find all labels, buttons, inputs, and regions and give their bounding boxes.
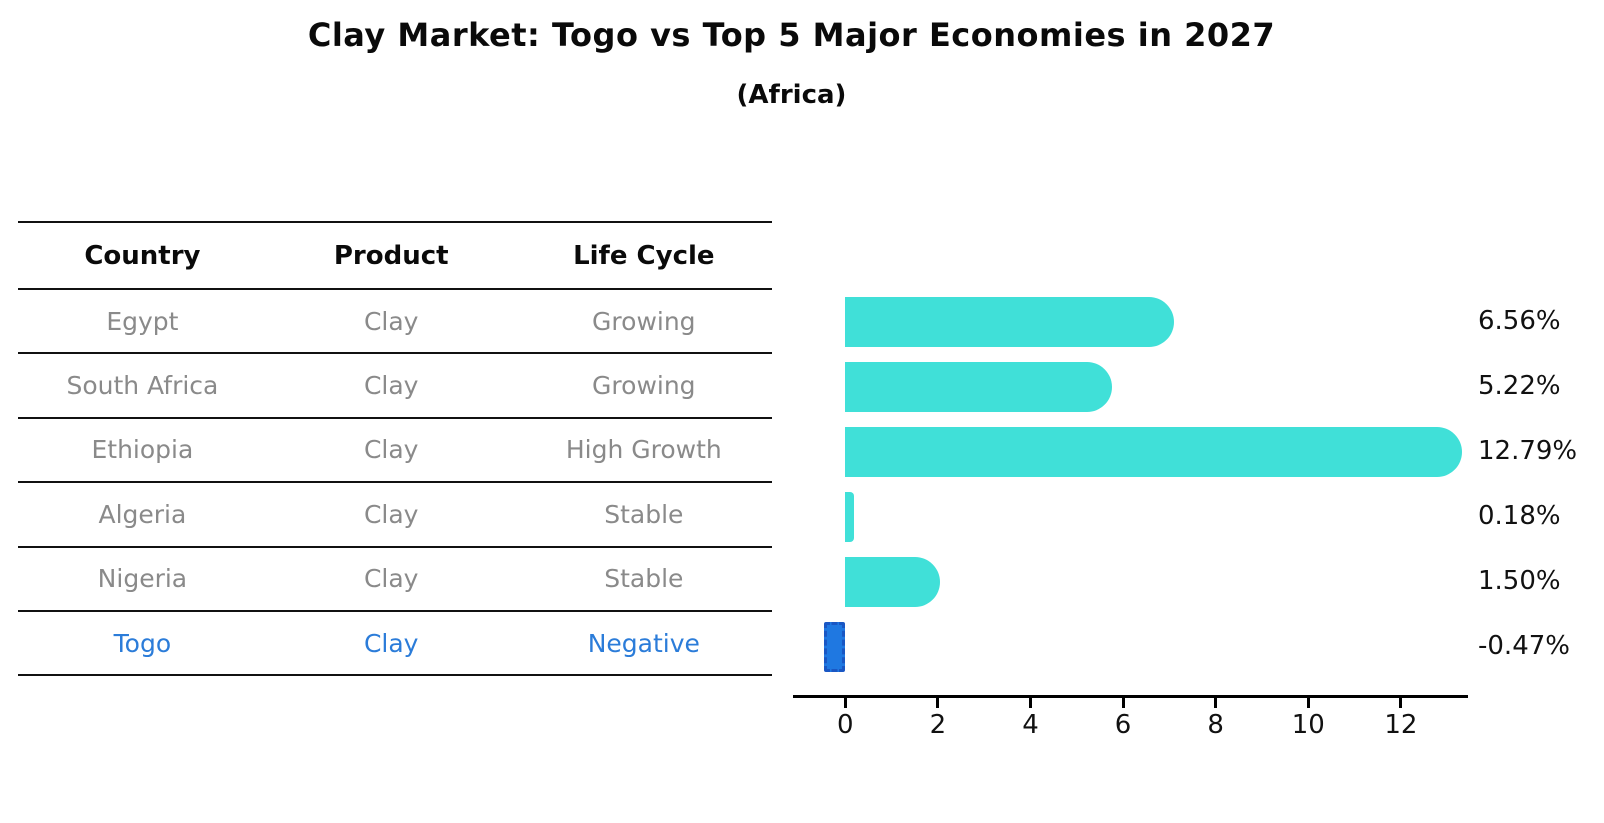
- comparison-table: Country Product Life Cycle Egypt Clay Gr…: [18, 221, 772, 677]
- cell-country: Egypt: [106, 306, 179, 336]
- header-cell-product: Product: [333, 240, 449, 271]
- bar-nigeria: [845, 557, 940, 607]
- header-cell-country: Country: [84, 240, 201, 271]
- value-label-ethiopia: 12.79%: [1478, 436, 1578, 466]
- cell-product: Clay: [363, 306, 419, 336]
- value-label-nigeria: 1.50%: [1478, 566, 1561, 596]
- cell-country: Nigeria: [97, 564, 188, 594]
- bar-ethiopia: [845, 427, 1463, 477]
- x-tick-6: [1121, 698, 1125, 708]
- cell-life-cycle: Stable: [604, 499, 684, 529]
- cell-product: Clay: [363, 371, 419, 401]
- table-row-ethiopia: Ethiopia Clay High Growth: [18, 419, 772, 484]
- x-tick-8: [1214, 698, 1218, 708]
- cell-life-cycle: High Growth: [565, 435, 722, 465]
- x-tick-label-0: 0: [837, 710, 854, 740]
- cell-product: Clay: [363, 628, 419, 658]
- cell-country: Algeria: [98, 499, 187, 529]
- cell-country: South Africa: [66, 371, 219, 401]
- table-row-togo: Togo Clay Negative: [18, 612, 772, 677]
- x-tick-4: [1029, 698, 1032, 708]
- page-subtitle: (Africa): [736, 80, 847, 110]
- x-tick-10: [1306, 698, 1310, 708]
- cell-country: Togo: [113, 628, 172, 658]
- x-tick-label-10: 10: [1291, 710, 1325, 740]
- value-label-togo: -0.47%: [1478, 631, 1570, 661]
- bar-egypt: [845, 297, 1175, 347]
- cell-product: Clay: [363, 435, 419, 465]
- cell-life-cycle: Growing: [592, 306, 696, 336]
- x-tick-label-8: 8: [1207, 710, 1224, 740]
- bar-algeria: [845, 492, 854, 542]
- x-tick-2: [936, 698, 940, 708]
- table-row-nigeria: Nigeria Clay Stable: [18, 548, 772, 612]
- x-tick-12: [1399, 698, 1403, 708]
- value-label-egypt: 6.56%: [1478, 306, 1561, 336]
- bar-south-africa: [845, 362, 1112, 412]
- bar-togo: [823, 622, 846, 672]
- cell-life-cycle: Stable: [604, 564, 684, 594]
- page-title: Clay Market: Togo vs Top 5 Major Economi…: [307, 16, 1276, 54]
- table-row-egypt: Egypt Clay Growing: [18, 290, 772, 355]
- cell-life-cycle: Growing: [592, 371, 696, 401]
- value-label-south-africa: 5.22%: [1478, 371, 1561, 401]
- x-tick-0: [843, 698, 847, 708]
- value-label-algeria: 0.18%: [1478, 501, 1561, 531]
- cell-life-cycle: Negative: [587, 628, 700, 658]
- header-cell-life-cycle: Life Cycle: [573, 240, 715, 271]
- x-tick-label-2: 2: [929, 710, 947, 740]
- x-tick-label-12: 12: [1384, 710, 1418, 740]
- cell-product: Clay: [363, 564, 419, 594]
- x-tick-label-6: 6: [1114, 710, 1132, 740]
- table-row-algeria: Algeria Clay Stable: [18, 483, 772, 548]
- table-header-row: Country Product Life Cycle: [18, 223, 772, 290]
- table-row-south-africa: South Africa Clay Growing: [18, 354, 772, 419]
- cell-country: Ethiopia: [91, 435, 194, 465]
- x-axis-line: [793, 695, 1468, 698]
- cell-product: Clay: [363, 499, 419, 529]
- x-tick-label-4: 4: [1022, 710, 1039, 740]
